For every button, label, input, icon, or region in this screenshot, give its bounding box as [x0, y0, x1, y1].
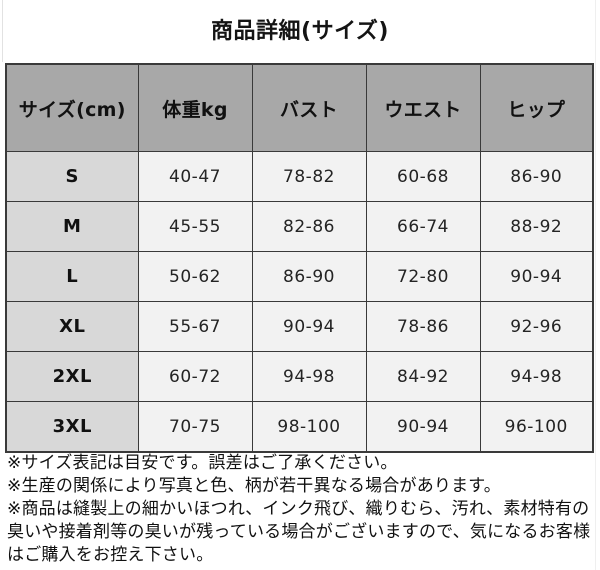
column-header-weight: 体重kg	[137, 63, 253, 152]
cell-size: L	[5, 251, 139, 302]
cell-hip: 86-90	[479, 151, 594, 202]
table-row: 3XL 70-75 98-100 90-94 96-100	[5, 401, 594, 453]
note-line: ※サイズ表記は目安です。誤差はご了承ください。	[7, 453, 398, 473]
page-edge-line-right	[595, 0, 596, 570]
cell-bust: 94-98	[251, 351, 367, 402]
column-header-waist: ウエスト	[365, 63, 481, 152]
cell-hip: 96-100	[479, 401, 594, 453]
cell-bust: 90-94	[251, 301, 367, 352]
cell-weight: 40-47	[137, 151, 253, 202]
cell-waist: 84-92	[365, 351, 481, 402]
cell-bust: 98-100	[251, 401, 367, 453]
cell-waist: 60-68	[365, 151, 481, 202]
table-row: L 50-62 86-90 72-80 90-94	[5, 251, 594, 302]
cell-size: XL	[5, 301, 139, 352]
page-edge-line-left	[2, 0, 3, 62]
table-row: XL 55-67 90-94 78-86 92-96	[5, 301, 594, 352]
cell-weight: 55-67	[137, 301, 253, 352]
cell-weight: 45-55	[137, 201, 253, 252]
note-line: ※生産の関係により写真と色、柄が若干異なる場合があります。	[7, 476, 502, 496]
table-row: S 40-47 78-82 60-68 86-90	[5, 151, 594, 202]
table-row: M 45-55 82-86 66-74 88-92	[5, 201, 594, 252]
cell-weight: 60-72	[137, 351, 253, 402]
cell-bust: 82-86	[251, 201, 367, 252]
cell-hip: 88-92	[479, 201, 594, 252]
cell-size: 3XL	[5, 401, 139, 453]
cell-waist: 78-86	[365, 301, 481, 352]
cell-bust: 86-90	[251, 251, 367, 302]
table-header: サイズ(cm) 体重kg バスト ウエスト ヒップ	[5, 63, 594, 152]
cell-size: M	[5, 201, 139, 252]
column-header-hip: ヒップ	[479, 63, 594, 152]
disclaimer-notes: ※サイズ表記は目安です。誤差はご了承ください。 ※生産の関係により写真と色、柄が…	[7, 452, 593, 567]
table-row: 2XL 60-72 94-98 84-92 94-98	[5, 351, 594, 402]
size-chart-container: サイズ(cm) 体重kg バスト ウエスト ヒップ S 40-47 78-82 …	[5, 63, 594, 453]
table-body: S 40-47 78-82 60-68 86-90 M 45-55 82-86 …	[5, 151, 594, 453]
column-header-size: サイズ(cm)	[5, 63, 139, 152]
cell-size: S	[5, 151, 139, 202]
cell-waist: 90-94	[365, 401, 481, 453]
cell-size: 2XL	[5, 351, 139, 402]
column-header-bust: バスト	[251, 63, 367, 152]
cell-weight: 50-62	[137, 251, 253, 302]
size-chart-table: サイズ(cm) 体重kg バスト ウエスト ヒップ S 40-47 78-82 …	[5, 63, 594, 453]
note-line: ※商品は縫製上の細かいほつれ、インク飛び、織りむら、汚れ、素材特有の臭いや接着剤…	[7, 499, 591, 565]
cell-waist: 66-74	[365, 201, 481, 252]
table-header-row: サイズ(cm) 体重kg バスト ウエスト ヒップ	[5, 63, 594, 152]
cell-bust: 78-82	[251, 151, 367, 202]
cell-hip: 92-96	[479, 301, 594, 352]
cell-hip: 90-94	[479, 251, 594, 302]
cell-hip: 94-98	[479, 351, 594, 402]
cell-waist: 72-80	[365, 251, 481, 302]
page-title: 商品詳細(サイズ)	[211, 19, 389, 44]
cell-weight: 70-75	[137, 401, 253, 453]
